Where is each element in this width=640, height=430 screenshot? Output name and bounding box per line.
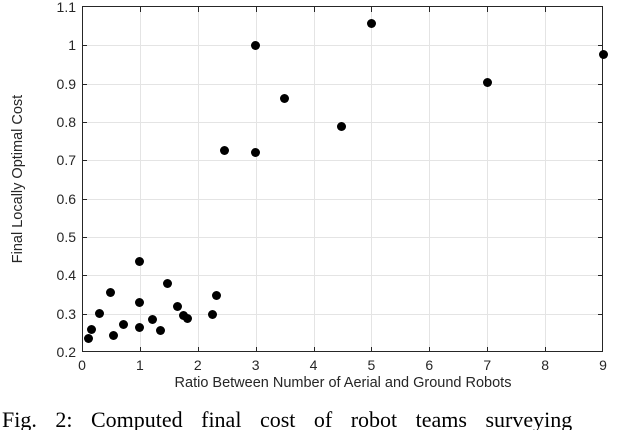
data-point (163, 278, 173, 288)
gridline-vertical (487, 7, 489, 352)
y-tick-mark (82, 83, 87, 85)
y-tick-label: 1 (68, 37, 76, 54)
x-tick-mark (139, 347, 141, 352)
gridline-horizontal (82, 160, 603, 162)
gridline-vertical (545, 7, 547, 352)
x-tick-mark-top (255, 7, 257, 12)
y-tick-mark-right (598, 45, 603, 47)
x-tick-mark-top (139, 7, 141, 12)
y-tick-label: 0.5 (56, 229, 76, 245)
y-tick-label: 0.2 (56, 344, 76, 360)
x-tick-mark-top (197, 7, 199, 12)
x-tick-label: 5 (367, 357, 376, 373)
y-axis-label: Final Locally Optimal Cost (10, 94, 26, 264)
x-tick-label: 7 (483, 357, 492, 373)
data-point (182, 314, 192, 324)
data-point (366, 19, 376, 29)
x-tick-mark (255, 347, 257, 352)
data-point (119, 319, 129, 329)
data-point (106, 287, 116, 297)
x-tick-mark (487, 347, 489, 352)
y-tick-mark (82, 160, 87, 162)
data-point (148, 314, 158, 324)
x-tick-mark-top (545, 7, 547, 12)
data-point (84, 334, 94, 344)
x-tick-mark (197, 347, 199, 352)
data-point (482, 78, 492, 88)
y-tick-mark (82, 275, 87, 277)
x-tick-mark (429, 347, 431, 352)
y-tick-mark (82, 237, 87, 238)
y-tick-mark-right (598, 275, 603, 277)
y-tick-mark-right (598, 198, 603, 200)
y-tick-mark-right (598, 122, 603, 123)
x-tick-mark-top (371, 7, 373, 12)
gridline-horizontal (82, 198, 603, 200)
data-point (220, 146, 230, 156)
gridline-horizontal (82, 313, 603, 315)
gridline-vertical (197, 7, 199, 352)
data-point (135, 297, 145, 307)
data-point (280, 93, 290, 103)
gridline-vertical (313, 7, 315, 352)
gridline-vertical (371, 7, 373, 352)
y-tick-label: 1.1 (56, 0, 76, 15)
y-tick-label: 0.6 (56, 190, 76, 207)
x-tick-mark (371, 347, 373, 352)
y-tick-mark (82, 45, 87, 47)
y-tick-label: 0.8 (56, 114, 76, 130)
y-tick-mark-right (598, 237, 603, 238)
x-tick-label: 0 (78, 357, 86, 373)
data-point (251, 40, 261, 50)
y-tick-mark (82, 122, 87, 123)
x-tick-mark-top (313, 7, 315, 12)
data-point (95, 308, 105, 318)
x-axis-label: Ratio Between Number of Aerial and Groun… (174, 375, 512, 391)
data-point (212, 291, 222, 301)
y-tick-label: 0.4 (56, 267, 76, 284)
data-point (155, 326, 165, 336)
y-tick-mark-right (598, 313, 603, 315)
gridline-vertical (139, 7, 141, 352)
x-tick-label: 6 (425, 357, 434, 373)
gridline-vertical (255, 7, 257, 352)
gridline-horizontal (82, 237, 603, 238)
gridline-horizontal (82, 83, 603, 85)
y-tick-mark-right (598, 83, 603, 85)
x-tick-mark (545, 347, 547, 352)
x-tick-mark-top (487, 7, 489, 12)
gridline-horizontal (82, 45, 603, 47)
data-point (173, 302, 183, 312)
data-point (135, 322, 145, 332)
gridline-horizontal (82, 275, 603, 277)
x-tick-label: 1 (135, 357, 144, 373)
y-tick-mark (82, 198, 87, 200)
y-tick-label: 0.9 (56, 75, 76, 92)
data-point (251, 148, 261, 158)
y-tick-label: 0.3 (56, 305, 76, 322)
y-tick-mark (82, 313, 87, 315)
data-point (207, 309, 217, 319)
x-tick-label: 2 (193, 357, 202, 373)
data-point (109, 331, 119, 341)
gridline-vertical (429, 7, 431, 352)
data-point (598, 50, 608, 60)
plot-area (82, 6, 603, 352)
x-tick-label: 4 (309, 357, 318, 373)
data-point (87, 324, 97, 334)
figure-caption: Fig. 2: Computed final cost of robot tea… (2, 407, 573, 430)
x-tick-label: 9 (599, 357, 607, 373)
data-point (135, 257, 145, 267)
y-tick-label: 0.7 (56, 152, 76, 169)
x-tick-label: 3 (251, 357, 260, 373)
x-tick-mark (313, 347, 315, 352)
x-tick-mark-top (429, 7, 431, 12)
data-point (337, 122, 347, 132)
x-tick-label: 8 (541, 357, 550, 373)
y-tick-mark-right (598, 160, 603, 162)
